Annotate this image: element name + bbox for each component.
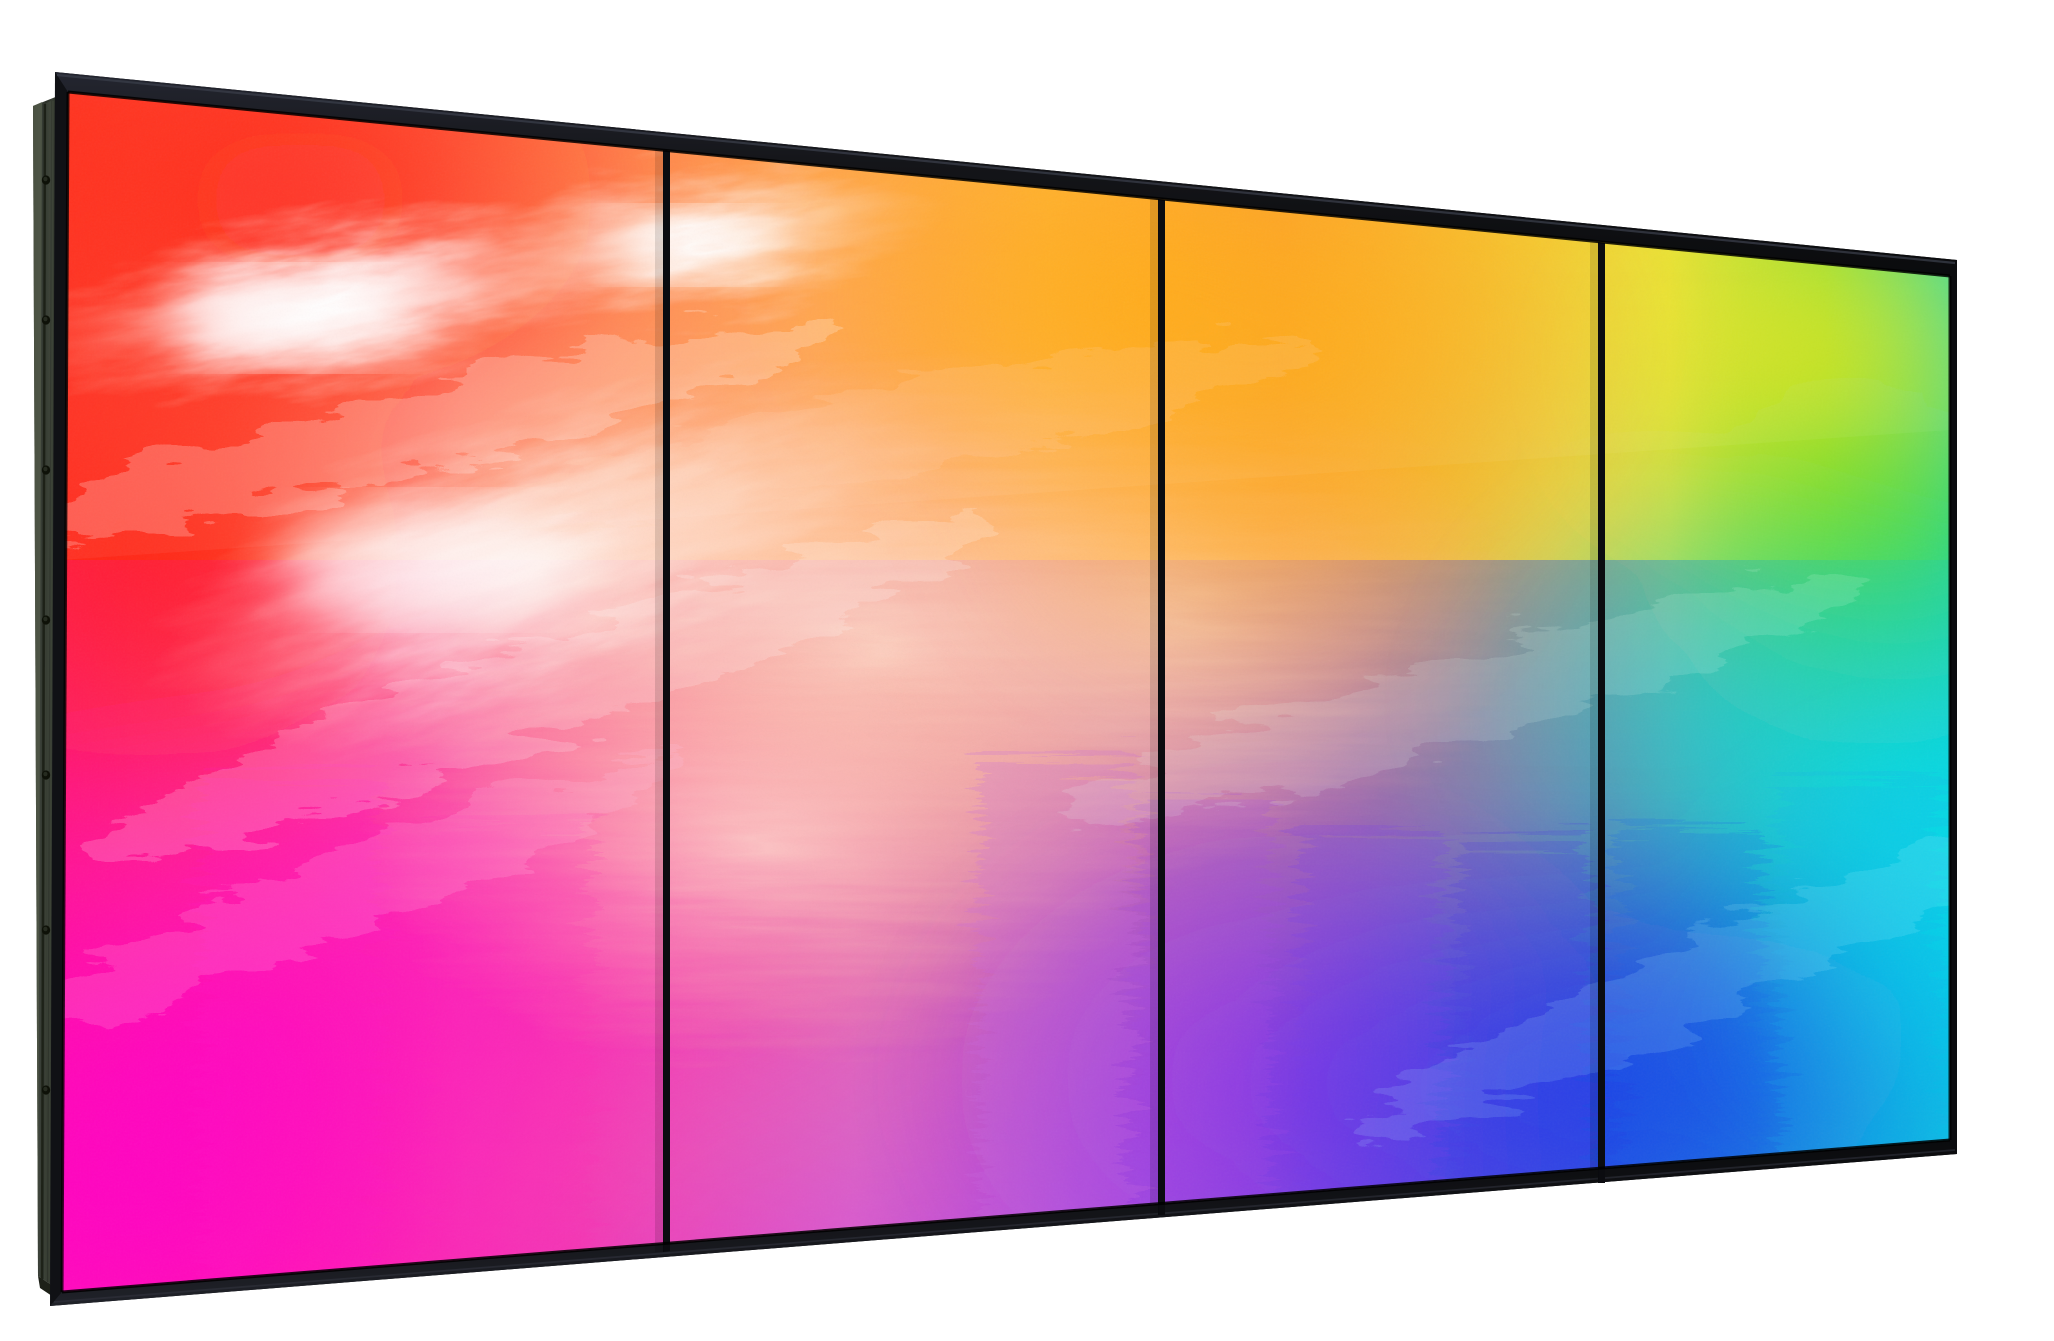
screw-1 xyxy=(41,175,51,185)
chassis-groove-1 xyxy=(40,103,47,1283)
panel-seam-2 xyxy=(1158,199,1165,1215)
chassis-specular xyxy=(44,101,51,1284)
panel-1[interactable]: Panel 1 xyxy=(62,92,663,1292)
chassis-screw-group xyxy=(41,175,51,1095)
bezel-right-strip xyxy=(1950,260,1957,1154)
seam-shadow-1 xyxy=(655,150,664,1252)
screw-7 xyxy=(41,1085,51,1095)
seam-shadow-2 xyxy=(1150,199,1159,1215)
artwork-grain xyxy=(62,92,1950,1292)
panel-seam-3 xyxy=(1598,242,1605,1183)
seam-shadow-3 xyxy=(1590,242,1599,1183)
panel-hit-regions[interactable]: Panel 1 Panel 2 Panel 3 Panel 4 xyxy=(62,92,1950,1292)
screw-2 xyxy=(41,315,51,325)
screw-6 xyxy=(41,925,51,935)
chassis-outer-edge xyxy=(33,102,42,1280)
panel-2[interactable]: Panel 2 xyxy=(670,151,1158,1251)
panel-3[interactable]: Panel 3 xyxy=(1165,200,1598,1215)
chassis-groove-2 xyxy=(48,100,54,1286)
bezel-top-specular xyxy=(56,73,1956,265)
panel-seam-1 xyxy=(663,150,670,1252)
screw-3 xyxy=(41,465,51,475)
screw-5 xyxy=(41,770,51,780)
screen-glass-sheen xyxy=(62,92,1950,560)
panel-4[interactable]: Panel 4 xyxy=(1605,243,1950,1183)
bezel-edge-lines xyxy=(60,90,1952,1294)
panel-seams xyxy=(655,150,1605,1252)
bezel-bottom-specular xyxy=(53,1149,1956,1303)
screw-4 xyxy=(41,615,51,625)
